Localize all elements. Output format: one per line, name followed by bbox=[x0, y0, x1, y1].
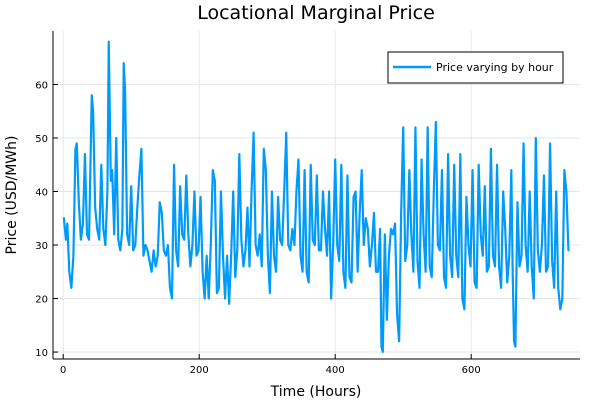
y-tick-labels: 10 20 30 40 50 60 bbox=[35, 81, 48, 360]
series-layer bbox=[62, 40, 570, 354]
y-tick-label: 50 bbox=[35, 134, 48, 145]
y-tick-label: 30 bbox=[35, 241, 48, 252]
y-tick-label: 60 bbox=[35, 81, 48, 92]
legend: Price varying by hour bbox=[387, 51, 564, 84]
y-tick-label: 20 bbox=[35, 295, 48, 306]
y-axis-label: Price (USD/MWh) bbox=[4, 136, 20, 255]
series-line-0 bbox=[62, 40, 570, 354]
x-tick-label: 0 bbox=[60, 365, 66, 376]
axes bbox=[52, 31, 580, 360]
y-tick-label: 40 bbox=[35, 188, 48, 199]
legend-label: Price varying by hour bbox=[436, 61, 554, 74]
x-tick-label: 600 bbox=[462, 365, 481, 376]
x-tick-labels: 0 200 400 600 bbox=[60, 365, 481, 376]
tick-marks bbox=[53, 84, 472, 359]
x-tick-label: 400 bbox=[326, 365, 345, 376]
chart-title: Locational Marginal Price bbox=[197, 2, 435, 24]
y-tick-label: 10 bbox=[35, 348, 48, 359]
x-axis-label: Time (Hours) bbox=[270, 384, 362, 400]
x-tick-label: 200 bbox=[190, 365, 209, 376]
